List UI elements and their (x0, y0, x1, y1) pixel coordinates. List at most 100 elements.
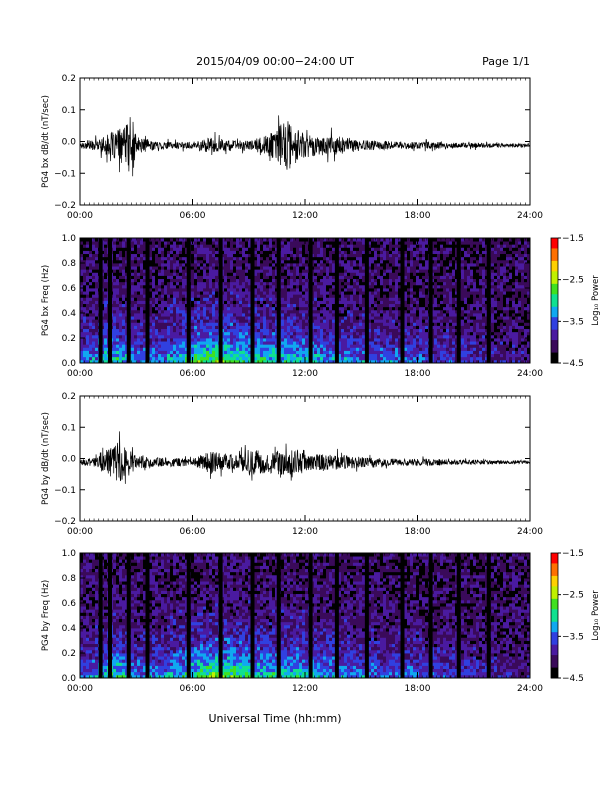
spectrogram-cell (290, 322, 294, 326)
spectrogram-cell (338, 297, 342, 301)
spectrogram-cell (410, 341, 414, 345)
spectrogram-cell (125, 275, 129, 280)
spectrogram-cell (302, 359, 306, 364)
spectrogram-cell (404, 353, 408, 358)
spectrogram-cell (344, 328, 348, 333)
spectrogram-cell (248, 359, 252, 364)
spectrogram-cell (266, 300, 270, 305)
spectrogram-cell (392, 275, 396, 280)
spectrogram-cell (332, 269, 336, 273)
spectrogram-cell (233, 303, 237, 308)
spectrogram-cell (95, 269, 99, 273)
spectrogram-cell (134, 281, 138, 286)
spectrogram-cell (380, 325, 384, 330)
spectrogram-cell (200, 325, 204, 330)
spectrogram-cell (287, 250, 291, 255)
spectrogram-cell (296, 247, 300, 251)
spectrogram-cell (368, 275, 372, 280)
spectrogram-cell (236, 297, 240, 301)
spectrogram-cell (317, 347, 321, 351)
spectrogram-cell (236, 356, 240, 361)
spectrogram-cell (212, 259, 216, 264)
spectrogram-cell (368, 281, 372, 286)
spectrogram-cell (323, 359, 327, 364)
spectrogram-cell (389, 316, 393, 320)
spectrogram-cell (302, 272, 306, 276)
spectrogram-cell (299, 356, 303, 361)
spectrogram-cell (326, 328, 330, 333)
spectrogram-cell (344, 359, 348, 364)
spectrogram-cell (338, 259, 342, 264)
spectrogram-cell (101, 266, 105, 270)
spectrogram-cell (425, 291, 429, 295)
spectrogram-cell (203, 244, 207, 248)
spectrogram-cell (380, 350, 384, 355)
spectrogram-cell (371, 309, 375, 314)
spectrogram-cell (137, 247, 141, 251)
spectrogram-cell (329, 278, 333, 283)
spectrogram-cell (338, 309, 342, 314)
spectrogram-cell (323, 284, 327, 289)
spectrogram-cell (221, 269, 225, 273)
spectrogram-cell (347, 284, 351, 289)
spectrogram-cell (200, 256, 204, 261)
spectrogram-cell (185, 322, 189, 326)
spectrogram-cell (404, 359, 408, 364)
spectrogram-cell (293, 344, 297, 348)
spectrogram-cell (323, 338, 327, 342)
spectrogram-cell (425, 334, 429, 339)
spectrogram-cell (86, 353, 90, 358)
spectrogram-cell (164, 341, 168, 345)
spectrogram-cell (377, 334, 381, 339)
spectrogram-cell (389, 247, 393, 251)
spectrogram-cell (350, 313, 354, 317)
spectrogram-cell (290, 281, 294, 286)
spectrogram-cell (101, 300, 105, 305)
spectrogram-cell (125, 306, 129, 311)
spectrogram-cell (149, 238, 153, 242)
spectrogram-cell (230, 256, 234, 261)
spectrogram-cell (116, 316, 120, 320)
spectrogram-cell (185, 250, 189, 255)
spectrogram-cell (206, 241, 210, 245)
spectrogram-cell (230, 306, 234, 311)
spectrogram-cell (305, 350, 309, 355)
spectrogram-cell (134, 334, 138, 339)
spectrogram-cell (116, 322, 120, 326)
spectrogram-cell (221, 309, 225, 314)
spectrogram-cell (248, 291, 252, 295)
spectrogram-cell (422, 328, 426, 333)
spectrogram-cell (389, 244, 393, 248)
spectrogram-cell (179, 250, 183, 255)
spectrogram-cell (386, 300, 390, 305)
spectrogram-cell (395, 275, 399, 280)
spectrogram-cell (377, 275, 381, 280)
spectrogram-cell (161, 269, 165, 273)
spectrogram-cell (290, 288, 294, 292)
spectrogram-cell (326, 300, 330, 305)
spectrogram-cell (191, 350, 195, 355)
spectrogram-cell (140, 334, 144, 339)
spectrogram-cell (83, 256, 87, 261)
spectrogram-cell (293, 328, 297, 333)
spectrogram-cell (287, 288, 291, 292)
spectrogram-cell (227, 347, 231, 351)
spectrogram-cell (233, 259, 237, 264)
spectrogram-cell (281, 278, 285, 283)
spectrogram-cell (143, 291, 147, 295)
spectrogram-cell (386, 319, 390, 323)
spectrogram-cell (143, 350, 147, 355)
spectrogram-cell (293, 325, 297, 330)
spectrogram-cell (140, 313, 144, 317)
spectrogram-cell (419, 253, 423, 258)
spectrogram-cell (212, 319, 216, 323)
spectrogram-cell (89, 313, 93, 317)
spectrogram-cell (119, 319, 123, 323)
spectrogram-cell (122, 325, 126, 330)
spectrogram-cell (290, 344, 294, 348)
spectrogram-cell (317, 322, 321, 326)
spectrogram-cell (260, 278, 264, 283)
spectrogram-cell (119, 344, 123, 348)
spectrogram-cell (290, 350, 294, 355)
spectrogram-cell (368, 263, 372, 267)
